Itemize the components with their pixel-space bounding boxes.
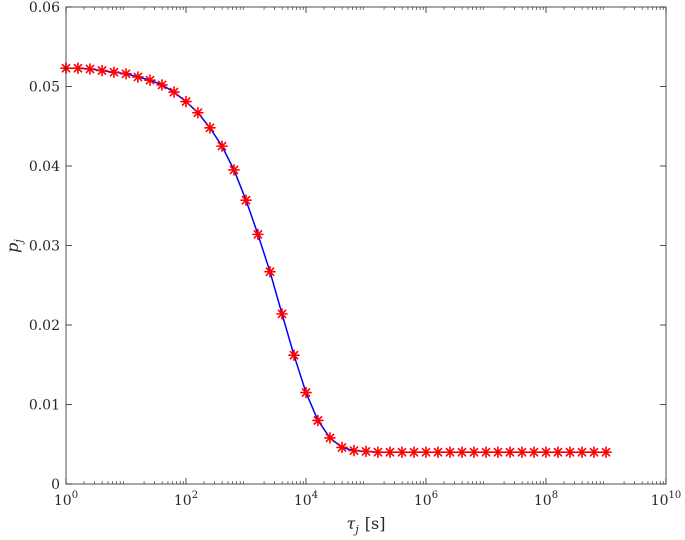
data-point-marker <box>192 106 204 119</box>
plot-frame <box>65 6 667 485</box>
data-point-marker <box>252 228 264 241</box>
series-layer <box>60 62 612 459</box>
data-point-marker <box>444 446 456 459</box>
x-tick-label: 102 <box>174 490 198 509</box>
data-point-marker <box>300 386 312 399</box>
data-point-marker <box>312 414 324 427</box>
y-axis-subscript: j <box>12 239 25 246</box>
data-point-marker <box>144 74 156 86</box>
data-point-marker <box>132 71 144 83</box>
x-tick-exponent: 4 <box>312 490 318 501</box>
y-tick-labels: 0 0.01 0.02 0.03 0.04 0.05 0.06 <box>29 0 60 493</box>
y-tick-label: 0.05 <box>29 80 60 96</box>
data-point-marker <box>456 446 468 459</box>
series-line <box>66 67 606 453</box>
data-point-marker <box>396 446 408 459</box>
data-point-marker <box>420 446 432 459</box>
data-point-marker <box>180 95 192 108</box>
data-point-marker <box>276 308 288 320</box>
data-point-marker <box>120 67 132 80</box>
data-point-marker <box>576 446 588 459</box>
y-tick-label: 0 <box>51 477 60 493</box>
x-tick-base: 10 <box>294 493 312 509</box>
data-point-marker <box>216 140 228 152</box>
x-tick-exponent: 10 <box>669 490 682 501</box>
data-point-marker <box>204 122 216 134</box>
data-point-marker <box>408 446 420 459</box>
data-point-marker <box>168 86 180 98</box>
data-point-marker <box>600 446 612 459</box>
data-point-marker <box>72 62 84 75</box>
x-tick-base: 10 <box>651 493 669 509</box>
y-axis-label: pj <box>3 239 25 253</box>
x-tick-labels: 100 102 104 106 108 1010 <box>54 490 681 509</box>
x-axis-unit: [s] <box>365 514 386 533</box>
data-point-marker <box>96 64 108 77</box>
data-point-marker <box>504 446 516 459</box>
data-point-marker <box>324 432 336 444</box>
y-axis-symbol: p <box>3 243 22 253</box>
x-tick-exponent: 6 <box>432 490 438 501</box>
x-axis-symbol: τ <box>347 514 357 533</box>
y-tick-label: 0.06 <box>29 0 60 16</box>
plot-area <box>66 7 666 484</box>
x-tick-exponent: 2 <box>192 490 198 501</box>
data-point-marker <box>564 446 576 459</box>
x-tick-base: 10 <box>174 493 192 509</box>
data-point-marker <box>108 66 120 78</box>
y-tick-label: 0.02 <box>29 318 60 334</box>
data-point-marker <box>540 446 552 459</box>
data-point-marker <box>468 446 480 459</box>
x-axis-label: τj [s] <box>347 514 386 536</box>
data-point-marker <box>348 444 360 457</box>
x-tick-base: 10 <box>414 493 432 509</box>
y-tick-label: 0.01 <box>29 398 60 414</box>
x-tick-label: 104 <box>294 490 318 509</box>
data-point-marker <box>432 446 444 459</box>
data-point-marker <box>372 446 384 459</box>
x-axis-subscript: j <box>352 523 359 536</box>
data-point-marker <box>156 79 168 91</box>
y-tick-label: 0.03 <box>29 239 60 255</box>
data-point-marker <box>588 446 600 459</box>
data-point-marker <box>384 446 396 459</box>
data-point-marker <box>264 265 276 278</box>
data-point-marker <box>336 441 348 454</box>
x-tick-exponent: 0 <box>72 490 78 501</box>
x-tick-label: 106 <box>414 490 438 509</box>
data-point-marker <box>288 349 300 362</box>
x-tick-base: 10 <box>534 493 552 509</box>
data-point-marker <box>528 446 540 459</box>
x-tick-exponent: 8 <box>552 490 558 501</box>
data-point-marker <box>228 164 240 176</box>
y-tick-label: 0.04 <box>29 159 60 175</box>
minor-ticks <box>83 7 664 484</box>
data-point-marker <box>360 445 372 458</box>
data-point-marker <box>516 446 528 459</box>
data-point-marker <box>240 194 252 206</box>
x-tick-label: 1010 <box>651 490 682 509</box>
x-tick-base: 10 <box>54 493 72 509</box>
x-tick-label: 100 <box>54 490 78 509</box>
data-point-marker <box>492 446 504 459</box>
data-point-marker <box>480 446 492 459</box>
x-tick-label: 108 <box>534 490 558 509</box>
data-point-marker <box>84 63 96 75</box>
data-point-marker <box>552 446 564 459</box>
